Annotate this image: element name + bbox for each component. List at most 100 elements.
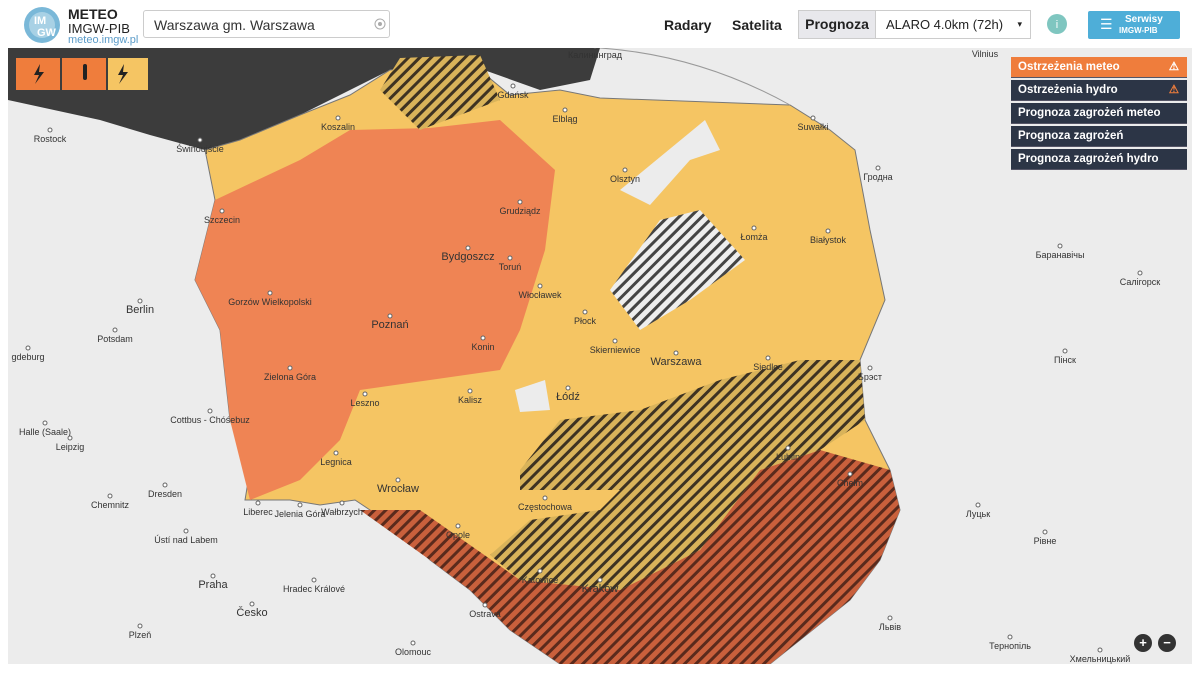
place-dot (597, 577, 603, 583)
place-label: Гродна (863, 172, 892, 182)
place-label: Skierniewice (590, 345, 641, 355)
place-dot (297, 502, 303, 508)
place-label: Česko (236, 606, 267, 619)
place-label: Dresden (148, 489, 182, 499)
place-label: Płock (574, 316, 597, 326)
menu-item[interactable]: Ostrzeżenia meteo ⚠ (1011, 57, 1187, 78)
place-dot (480, 335, 486, 341)
place-dot (333, 450, 339, 456)
place-label: Szczecin (204, 215, 240, 225)
place-label: Legnica (320, 457, 352, 467)
services-text: Serwisy (1125, 14, 1163, 25)
place-dot (810, 115, 816, 121)
place-dot (785, 445, 791, 451)
zoom-in[interactable]: + (1139, 635, 1147, 650)
place-label: Koszalin (321, 122, 355, 132)
place-dot (673, 350, 679, 356)
place-label: Chełm (837, 478, 863, 488)
place-label: Ostrava (469, 609, 501, 619)
place-dot (1057, 243, 1063, 249)
place-label: Częstochowa (518, 502, 572, 512)
place-dot (207, 408, 213, 414)
place-dot (395, 477, 401, 483)
place-label: Баранавічы (1036, 250, 1085, 260)
warning-tools[interactable] (16, 58, 148, 90)
place-labels: Калининград Vilnius Rostock Świnoujście Szcz… (11, 48, 1160, 664)
warning-icon: ⚠ (1168, 84, 1179, 96)
menu-item[interactable]: Ostrzeżenia hydro ⚠ (1011, 80, 1187, 101)
place-label: Hradec Králové (283, 584, 345, 594)
place-dot (1097, 647, 1103, 653)
place-label: Jelenia Góra (274, 509, 325, 519)
brand: METEO (68, 6, 118, 22)
nav-link[interactable]: Satelita (732, 17, 782, 33)
nav-link[interactable]: Radary (664, 17, 712, 33)
logo-text: GW (37, 27, 57, 39)
place-dot (255, 500, 261, 506)
place-dot (867, 365, 873, 371)
place-label: gdeburg (11, 352, 44, 362)
zoom-controls[interactable]: + − (1134, 634, 1176, 652)
logo[interactable]: IM GW (22, 6, 62, 44)
search-box[interactable]: Warszawa gm. Warszawa (143, 10, 390, 38)
place-label: Wałbrzych (321, 507, 363, 517)
map[interactable]: Калининград Vilnius Rostock Świnoujście Szcz… (8, 48, 1192, 664)
place-label: Konin (471, 342, 494, 352)
info-button[interactable]: i (1046, 13, 1068, 35)
menu-item[interactable]: Prognoza zagrożeń meteo (1011, 103, 1187, 124)
place-dot (112, 327, 118, 333)
place-label: Łomża (740, 232, 767, 242)
place-dot (542, 495, 548, 501)
place-dot (339, 500, 345, 506)
place-label: Katowice (522, 575, 559, 585)
place-dot (622, 167, 628, 173)
place-label: Калининград (568, 50, 623, 60)
place-label: Leszno (350, 398, 379, 408)
services-button[interactable]: ☰ Serwisy IMGW-PIB (1088, 11, 1180, 39)
zoom-out[interactable]: − (1163, 635, 1171, 650)
place-dot (751, 225, 757, 231)
place-label: Suwałki (797, 122, 828, 132)
header: IM GW METEO IMGW-PIB meteo.imgw.pl Warsz… (0, 0, 1200, 48)
place-label: Leipzig (56, 442, 85, 452)
place-label: Olsztyn (610, 174, 640, 184)
place-label: Пінск (1054, 355, 1076, 365)
place-label: Berlin (126, 304, 154, 316)
place-label: Cottbus - Chóśebuz (170, 415, 250, 425)
place-label: Plzeň (129, 630, 152, 640)
place-dot (197, 137, 203, 143)
menu-item[interactable]: Prognoza zagrożeń hydro (1011, 149, 1187, 170)
place-label: Gorzów Wielkopolski (228, 297, 312, 307)
place-dot (47, 127, 53, 133)
url[interactable]: meteo.imgw.pl (68, 34, 139, 46)
place-dot (517, 199, 523, 205)
place-label: Bydgoszcz (441, 251, 494, 263)
place-dot (975, 502, 981, 508)
place-label: Салігорск (1120, 277, 1160, 287)
locate-icon[interactable] (373, 17, 387, 31)
place-dot (537, 283, 543, 289)
place-dot (765, 355, 771, 361)
place-dot (335, 115, 341, 121)
place-label: Rostock (34, 134, 67, 144)
forecast-label: Prognoza (798, 10, 876, 39)
place-label: Toruń (499, 262, 522, 272)
place-label: Elbląg (552, 114, 577, 124)
place-label: Zielona Góra (264, 372, 316, 382)
place-dot (847, 471, 853, 477)
menu-item[interactable]: Prognoza zagrożeń drogowych (1011, 126, 1187, 163)
brand-sub: IMGW-PIB (68, 21, 130, 36)
forecast-model: ALARO 4.0km (72h) (886, 17, 1004, 32)
place-label: Рівне (1034, 536, 1057, 546)
warning-icon: ⚠ (1168, 61, 1179, 73)
svg-text:i: i (1056, 19, 1058, 31)
place-label: Włocławek (518, 290, 562, 300)
place-dot (455, 523, 461, 529)
forecast-select[interactable]: ALARO 4.0km (72h) ▾ (875, 10, 1031, 39)
place-dot (137, 298, 143, 304)
place-label: Opole (446, 530, 470, 540)
place-label: Kraków (582, 583, 619, 595)
place-label: Poznań (371, 319, 408, 331)
place-dot (287, 365, 293, 371)
